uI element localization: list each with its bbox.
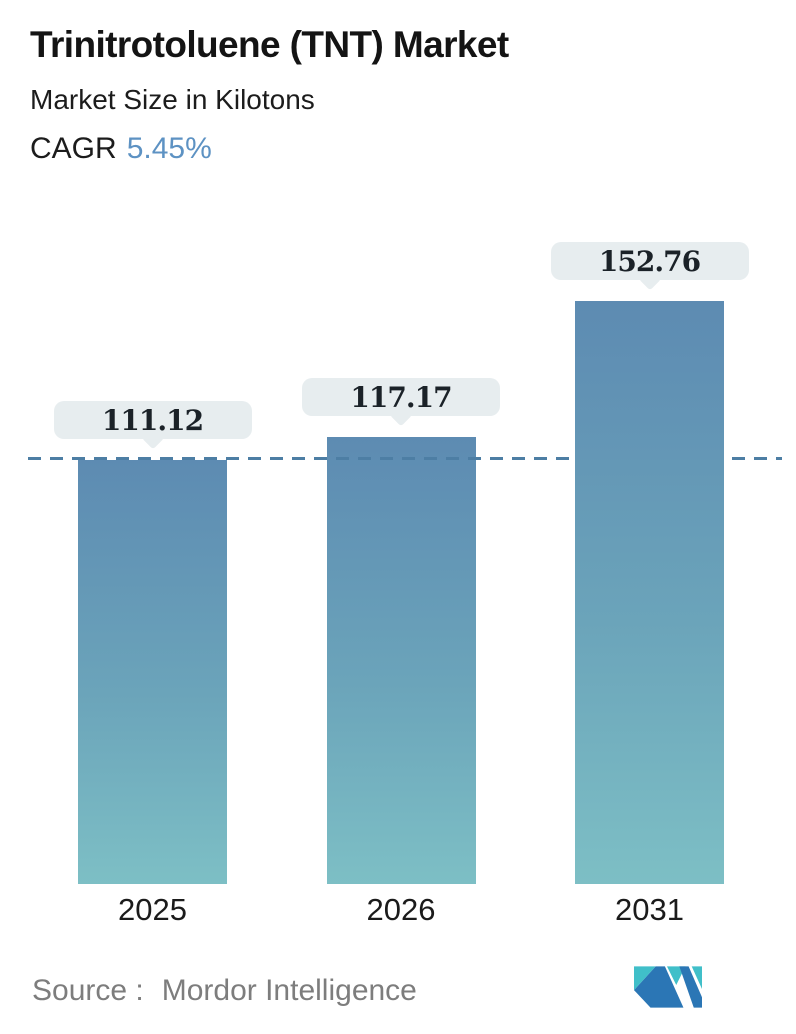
cagr-value: 5.45% — [126, 132, 212, 165]
source-attribution: Source : Mordor Intelligence — [32, 974, 417, 1008]
bar-2025 — [78, 460, 227, 884]
value-callout-2025: 111.12 — [53, 401, 252, 439]
value-callout-2026: 117.17 — [302, 378, 500, 416]
value-callout-2031: 152.76 — [550, 242, 749, 280]
x-axis-labels: 2025 2026 2031 — [0, 892, 796, 928]
source-value: Mordor Intelligence — [161, 974, 417, 1007]
mordor-intelligence-logo — [634, 966, 702, 1008]
value-label-2026: 117.17 — [350, 380, 452, 414]
chart-header: Trinitrotoluene (TNT) Market Market Size… — [30, 24, 509, 166]
bar-2026 — [326, 437, 476, 884]
bar-column-2031: 152.76 — [550, 242, 749, 884]
bars-area: 111.12 117.17 152.76 — [0, 0, 796, 884]
source-label: Source : — [32, 974, 144, 1007]
cagr-line: CAGR 5.45% — [30, 132, 509, 166]
bar-column-2025: 111.12 — [53, 401, 252, 884]
page-title: Trinitrotoluene (TNT) Market — [30, 24, 509, 65]
value-label-2025: 111.12 — [101, 403, 204, 437]
x-label-2026: 2026 — [366, 892, 436, 927]
x-label-2025: 2025 — [118, 892, 187, 927]
bar-column-2026: 117.17 — [302, 378, 500, 884]
chart-subtitle: Market Size in Kilotons — [30, 84, 315, 115]
x-label-2031: 2031 — [615, 892, 684, 927]
bar-2031 — [575, 301, 724, 884]
reference-dashed-line — [28, 457, 782, 460]
value-label-2031: 152.76 — [598, 244, 701, 278]
cagr-label: CAGR — [30, 132, 117, 165]
